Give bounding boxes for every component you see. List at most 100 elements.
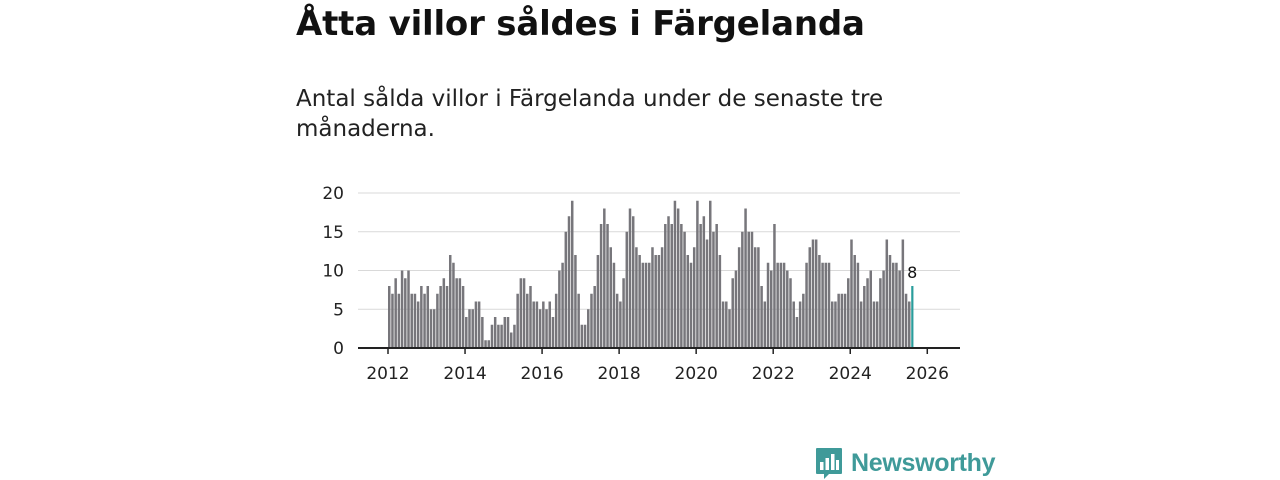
bar <box>551 317 555 348</box>
bar <box>529 286 532 348</box>
bar <box>718 255 722 348</box>
bar <box>769 270 773 348</box>
bar <box>654 255 657 348</box>
bar <box>753 247 757 348</box>
bar <box>895 262 898 348</box>
bar <box>471 309 474 348</box>
bar <box>821 262 824 348</box>
bar <box>612 262 616 348</box>
bar <box>898 270 901 348</box>
bars <box>388 200 914 348</box>
bar <box>484 340 487 348</box>
bar <box>458 278 462 348</box>
bar <box>516 293 519 348</box>
bar <box>702 216 706 348</box>
bar <box>683 231 686 348</box>
bar <box>506 317 510 348</box>
bar <box>843 293 847 348</box>
bar <box>773 224 776 348</box>
bar <box>465 317 468 348</box>
x-tick-label: 2020 <box>675 364 718 384</box>
bar <box>416 301 420 348</box>
x-tick-label: 2012 <box>366 364 409 384</box>
bar <box>490 324 494 348</box>
bar <box>513 324 516 348</box>
bar <box>734 270 738 348</box>
bar <box>648 262 651 348</box>
bar <box>779 262 783 348</box>
bar <box>673 200 677 348</box>
y-tick-label: 15 <box>322 223 344 243</box>
bar <box>570 200 574 348</box>
bar <box>564 231 568 348</box>
bar <box>792 301 795 348</box>
bar <box>696 200 699 348</box>
bar <box>641 262 645 348</box>
chart-subtitle: Antal sålda villor i Färgelanda under de… <box>296 86 884 142</box>
bar <box>856 262 860 348</box>
bar <box>545 309 548 348</box>
brand-logo[interactable]: Newsworthy <box>815 446 996 480</box>
bar <box>692 247 696 348</box>
bar <box>760 286 763 348</box>
bar <box>432 309 436 348</box>
bar <box>859 301 863 348</box>
x-tick-label: 2022 <box>752 364 795 384</box>
bar <box>712 231 715 348</box>
bar <box>622 278 625 348</box>
bar <box>628 208 632 348</box>
bar <box>709 200 712 348</box>
bar <box>657 255 661 348</box>
bar <box>837 293 840 348</box>
bar <box>481 317 484 348</box>
bar <box>468 309 471 348</box>
x-tick-label: 2018 <box>597 364 640 384</box>
y-tick-label: 10 <box>322 262 344 282</box>
brand-name: Newsworthy <box>851 448 996 477</box>
bar <box>750 231 754 348</box>
bar-chart-speech-icon <box>816 448 842 479</box>
bar <box>625 231 629 348</box>
bar <box>410 293 413 348</box>
bar <box>477 301 481 348</box>
bar <box>420 286 423 348</box>
bar <box>526 293 529 348</box>
bar <box>847 278 850 348</box>
bar <box>744 208 747 348</box>
bar <box>715 224 718 348</box>
bar <box>500 324 503 348</box>
bar <box>853 255 856 348</box>
bar <box>522 278 526 348</box>
bar <box>397 293 401 348</box>
bar <box>834 301 837 348</box>
bar <box>863 286 866 348</box>
bar <box>757 247 760 348</box>
bar <box>609 247 612 348</box>
bar <box>840 293 844 348</box>
bar <box>493 317 497 348</box>
bar <box>455 278 458 348</box>
bar <box>689 262 693 348</box>
bar <box>741 231 744 348</box>
bar <box>747 231 751 348</box>
bar <box>413 293 417 348</box>
bar <box>426 286 430 348</box>
bar <box>583 324 587 348</box>
bar <box>548 301 551 348</box>
bar <box>670 224 673 348</box>
bar <box>891 262 895 348</box>
bar <box>725 301 728 348</box>
y-tick-label: 5 <box>333 300 344 320</box>
bar <box>603 208 606 348</box>
x-tick-label: 2024 <box>829 364 872 384</box>
bar <box>542 301 545 348</box>
bar <box>879 278 882 348</box>
bar <box>875 301 879 348</box>
bar <box>452 262 455 348</box>
bar <box>439 286 442 348</box>
bar <box>782 262 786 348</box>
bar <box>866 278 869 348</box>
bar <box>538 309 542 348</box>
bar <box>497 324 500 348</box>
bar <box>789 278 792 348</box>
